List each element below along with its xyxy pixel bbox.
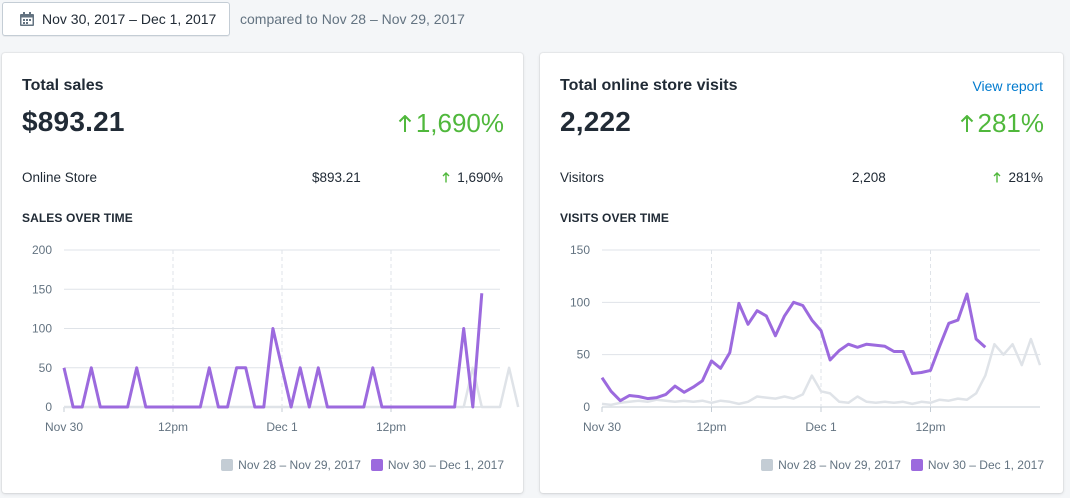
channel-row: Online Store $893.21 1,690%: [22, 170, 503, 188]
total-sales-card: Total sales $893.21 1,690% Online Store …: [2, 53, 523, 493]
calendar-icon: [20, 12, 34, 26]
online-store-visits-card: Total online store visits View report 2,…: [540, 53, 1063, 493]
date-range-bar: Nov 30, 2017 – Dec 1, 2017 compared to N…: [2, 1, 465, 37]
legend-item-current: Nov 30 – Dec 1, 2017: [370, 458, 504, 472]
arrow-up-icon: [993, 172, 1001, 183]
chart-grid: [63, 249, 500, 412]
visitors-label: Visitors: [560, 170, 605, 185]
y-tick-label: 100: [32, 322, 52, 336]
legend-item-previous: Nov 28 – Nov 29, 2017: [761, 458, 901, 472]
total-visits-change: 281%: [960, 108, 1045, 139]
channel-change-value: 1,690%: [457, 170, 503, 185]
y-tick-label: 50: [39, 361, 53, 375]
visitors-value: 2,208: [852, 170, 886, 185]
date-range-label: Nov 30, 2017 – Dec 1, 2017: [42, 11, 217, 27]
legend-swatch-current: [370, 459, 383, 471]
chart-title: VISITS OVER TIME: [560, 211, 669, 225]
visitors-change: 281%: [993, 170, 1043, 185]
series-line-current: [600, 292, 987, 403]
series-line-previous: [601, 337, 1042, 407]
compare-text: compared to Nov 28 – Nov 29, 2017: [240, 11, 465, 27]
x-tick-label: Nov 30: [45, 420, 83, 434]
arrow-up-icon: [442, 172, 450, 183]
change-value: 281%: [977, 108, 1045, 138]
y-tick-label: 50: [577, 348, 591, 362]
visitors-row: Visitors 2,208 281%: [560, 170, 1043, 188]
x-tick-label: Nov 30: [583, 420, 621, 434]
legend-item-previous: Nov 28 – Nov 29, 2017: [221, 458, 361, 472]
chart-grid: [601, 249, 1040, 412]
date-range-button[interactable]: Nov 30, 2017 – Dec 1, 2017: [2, 2, 230, 36]
legend-swatch-previous: [221, 459, 234, 471]
y-tick-label: 150: [570, 243, 590, 257]
channel-change: 1,690%: [442, 170, 503, 185]
channel-value: $893.21: [312, 170, 361, 185]
card-title: Total sales: [22, 77, 104, 94]
change-value: 1,690%: [415, 108, 504, 138]
x-tick-label: Dec 1: [266, 420, 298, 434]
legend-swatch-previous: [761, 459, 774, 471]
legend-label-current: Nov 30 – Dec 1, 2017: [927, 458, 1044, 472]
arrow-up-icon: [960, 114, 973, 132]
sales-over-time-chart: 0 50 100 150 200 Nov 30 12pm Dec 1 12pm: [32, 243, 520, 434]
chart-title: SALES OVER TIME: [22, 211, 133, 225]
legend-label-previous: Nov 28 – Nov 29, 2017: [238, 458, 361, 472]
legend-swatch-current: [910, 459, 923, 471]
x-tick-label: Dec 1: [805, 420, 837, 434]
visits-over-time-chart: 0 50 100 150 Nov 30 12pm Dec 1 12pm: [570, 243, 1042, 434]
y-tick-label: 200: [32, 243, 52, 257]
total-visits-value: 2,222: [560, 106, 632, 137]
y-tick-label: 0: [583, 400, 590, 414]
x-tick-label: 12pm: [915, 420, 945, 434]
y-tick-label: 0: [45, 400, 52, 414]
x-tick-label: 12pm: [376, 420, 406, 434]
x-tick-label: 12pm: [158, 420, 188, 434]
visitors-change-value: 281%: [1008, 170, 1043, 185]
y-tick-label: 150: [32, 282, 52, 296]
legend-label-previous: Nov 28 – Nov 29, 2017: [778, 458, 901, 472]
channel-label: Online Store: [22, 170, 98, 185]
card-title: Total online store visits: [560, 77, 738, 94]
total-sales-change: 1,690%: [398, 108, 504, 139]
y-tick-label: 100: [570, 295, 590, 309]
legend-label-current: Nov 30 – Dec 1, 2017: [387, 458, 504, 472]
total-sales-value: $893.21: [22, 106, 125, 137]
view-report-link[interactable]: View report: [972, 78, 1043, 94]
series-line-current: [62, 293, 484, 409]
chart-legend: Nov 28 – Nov 29, 2017 Nov 30 – Dec 1, 20…: [761, 458, 1044, 472]
x-tick-label: 12pm: [696, 420, 726, 434]
legend-item-current: Nov 30 – Dec 1, 2017: [910, 458, 1044, 472]
arrow-up-icon: [398, 114, 412, 132]
chart-legend: Nov 28 – Nov 29, 2017 Nov 30 – Dec 1, 20…: [221, 458, 504, 472]
